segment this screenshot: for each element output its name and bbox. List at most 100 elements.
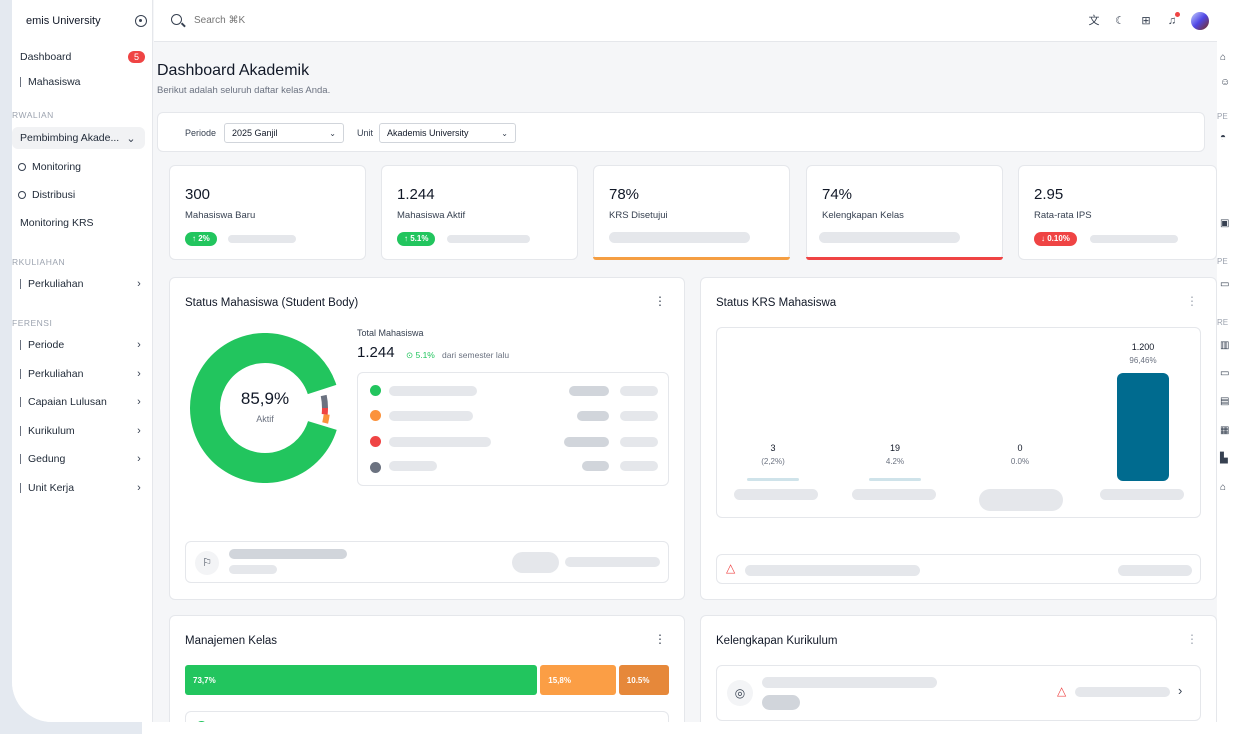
periode-select[interactable]: 2025 Ganjil ⌄ [224, 123, 344, 143]
skeleton-pill [979, 489, 1063, 511]
flag-icon: ⚐ [195, 551, 219, 575]
chevron-right-icon: › [137, 425, 141, 437]
legend-dot-cuti [370, 410, 381, 421]
unit-label: Unit [357, 128, 374, 138]
periode-label: Periode [185, 128, 217, 138]
skeleton-line [852, 489, 936, 500]
sidebar-section-referensi: FERENSI [12, 318, 53, 328]
sidebar-item-unit-kerja[interactable]: Unit Kerja › [12, 477, 153, 499]
building-icon[interactable]: ▙ [1220, 453, 1228, 464]
sidebar-item-gedung[interactable]: Gedung › [12, 448, 153, 470]
target-icon: ◎ [727, 680, 753, 706]
sidebar-item-label: Perkuliahan [28, 278, 84, 290]
trend-up-icon: ⊙ [406, 350, 416, 360]
class-segment[interactable]: 73,7% [185, 665, 538, 695]
building-icon [20, 454, 26, 464]
home-icon[interactable]: ⌂ [1220, 482, 1227, 493]
kpi-card-mahasiswa-baru[interactable]: 300 Mahasiswa Baru ↑ 2% [169, 165, 366, 260]
curriculum-card: Kelengkapan Kurikulum ⋮ ◎ △ › [700, 615, 1217, 734]
sidebar-item-label: Capaian Lulusan [28, 396, 107, 408]
krs-bar-percent: (2,2%) [761, 457, 785, 466]
card-title: Manajemen Kelas [185, 635, 278, 647]
brand-switch-icon[interactable] [135, 15, 147, 27]
skeleton-line [229, 565, 277, 574]
chevron-right-icon: › [137, 339, 141, 351]
calendar-icon[interactable]: ▦ [1220, 425, 1230, 436]
class-segment[interactable]: 15,8% [540, 665, 616, 695]
filter-bar: Periode 2025 Ganjil ⌄ Unit Akademis Univ… [157, 112, 1205, 152]
chevron-right-icon: › [137, 396, 141, 408]
graduation-icon[interactable]: ◓ [1220, 132, 1227, 143]
skeleton-line [620, 437, 658, 447]
clipboard-icon[interactable]: ▣ [1220, 218, 1230, 229]
kpi-accent-bar [806, 257, 1003, 260]
kpi-card-rata-rata-ips[interactable]: 2.95 Rata-rata IPS ↓ 0.10% [1018, 165, 1217, 260]
sidebar-item-label: Gedung [28, 453, 66, 465]
donut-segments [190, 333, 337, 483]
sidebar-item-label: Periode [28, 339, 65, 351]
more-vertical-icon[interactable]: ⋮ [654, 632, 666, 646]
unit-select[interactable]: Akademis University ⌄ [379, 123, 516, 143]
sidebar-item-dashboard[interactable]: Dashboard 5 [12, 46, 153, 68]
kpi-card-kelengkapan-kelas[interactable]: 74% Kelengkapan Kelas [806, 165, 1003, 260]
kpi-card-krs-disetujui[interactable]: 78% KRS Disetujui [593, 165, 790, 260]
skeleton-line [564, 437, 609, 447]
sidebar-item-perkuliahan[interactable]: Perkuliahan › [12, 273, 153, 295]
donut-segment[interactable] [320, 394, 328, 409]
library-icon[interactable]: ▤ [1220, 396, 1230, 407]
sidebar-item-capaian-lulusan[interactable]: Capaian Lulusan › [12, 391, 153, 413]
krs-bar-percent: 96,46% [1129, 355, 1157, 365]
moon-icon[interactable]: ☾ [1115, 15, 1125, 27]
sidebar-item-distribusi[interactable]: Distribusi [12, 184, 153, 206]
sidebar-item-monitoring[interactable]: Monitoring [12, 156, 153, 178]
total-mahasiswa-value: 1.244 [357, 344, 395, 361]
krs-bar[interactable] [747, 478, 799, 481]
curriculum-item[interactable]: ◎ △ › [716, 665, 1201, 721]
book-icon[interactable]: ▭ [1220, 279, 1230, 290]
skeleton-line [569, 386, 609, 396]
search-icon[interactable] [171, 14, 182, 25]
book-open-icon[interactable]: ▭ [1220, 368, 1230, 379]
bell-icon[interactable]: ♫ [1165, 12, 1180, 28]
avatar[interactable] [1191, 12, 1209, 30]
chevron-right-icon: › [137, 482, 141, 494]
warning-icon: △ [726, 561, 736, 575]
sidebar-item-periode[interactable]: Periode › [12, 334, 153, 356]
sidebar-item-perkuliahan-ref[interactable]: Perkuliahan › [12, 363, 153, 385]
legend-dot-aktif [370, 385, 381, 396]
skeleton-line [620, 461, 658, 471]
chevron-right-icon: › [1178, 683, 1183, 698]
kpi-card-mahasiswa-aktif[interactable]: 1.244 Mahasiswa Aktif ↑ 5.1% [381, 165, 578, 260]
donut-segment[interactable] [322, 414, 330, 424]
more-vertical-icon[interactable]: ⋮ [654, 294, 666, 308]
users-icon[interactable]: ☺ [1220, 77, 1231, 88]
sidebar-brand[interactable]: emis University [12, 12, 153, 30]
sidebar-item-label: Unit Kerja [28, 482, 75, 494]
inbox-icon[interactable]: ⌂ [1220, 52, 1227, 63]
more-vertical-icon[interactable]: ⋮ [1186, 294, 1198, 308]
sidebar-item-pembimbing[interactable]: Pembimbing Akade... ⌄ [12, 127, 145, 149]
krs-bar[interactable] [1117, 372, 1169, 481]
sidebar-item-label: Perkuliahan [28, 368, 84, 380]
donut-segment[interactable] [190, 333, 337, 483]
skeleton-line [734, 489, 818, 500]
more-vertical-icon[interactable]: ⋮ [1186, 632, 1198, 646]
circle-icon [18, 163, 26, 171]
sidebar-item-monitoring-krs[interactable]: Monitoring KRS [12, 212, 153, 234]
total-change-value: 5.1% [415, 350, 435, 360]
sidebar-section-perwalian: RWALIAN [12, 110, 54, 120]
skeleton-line [389, 386, 477, 396]
page-title: Dashboard Akademik [157, 62, 310, 79]
translate-icon[interactable]: 文 [1088, 15, 1100, 27]
class-segment[interactable]: 10.5% [618, 665, 669, 695]
student-status-footer: ⚐ [185, 541, 669, 583]
total-change-suffix: dari semester lalu [442, 350, 510, 360]
sidebar-item-kurikulum[interactable]: Kurikulum › [12, 420, 153, 442]
chart-icon[interactable]: ▥ [1220, 340, 1230, 351]
search-input[interactable] [194, 12, 394, 28]
krs-bar-value: 1.200 [1131, 341, 1155, 352]
apps-icon[interactable]: ⊞ [1141, 15, 1151, 27]
krs-bar[interactable] [869, 478, 921, 481]
kpi-label: KRS Disetujui [609, 210, 668, 221]
sidebar-item-mahasiswa[interactable]: Mahasiswa [12, 71, 153, 93]
